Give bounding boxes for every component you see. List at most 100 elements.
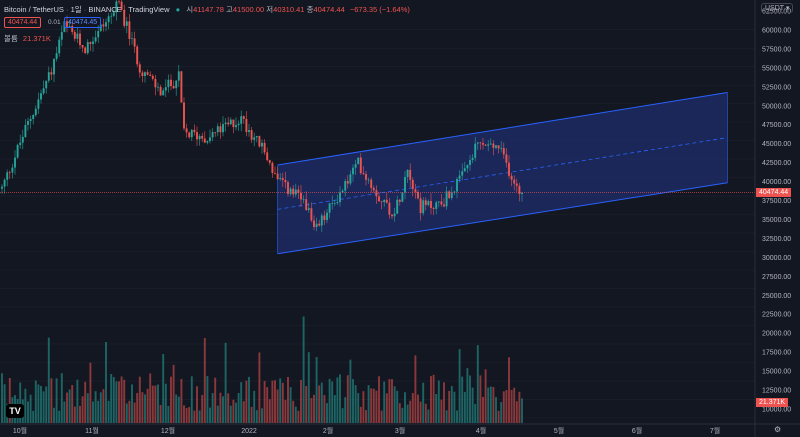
volume-bar [437,380,440,423]
interval-label[interactable]: 1일 [70,5,82,14]
volume-bar [424,403,427,423]
volume-bar [157,384,159,423]
candle-body [414,189,417,192]
exchange-label: BINANCE [88,5,122,14]
volume-bar [240,382,243,423]
spread-value: 0.01 [48,19,61,26]
candle-body [443,204,445,207]
volume-bar [261,408,263,423]
candle-body [300,193,302,200]
volume-bar [258,352,261,423]
price-tick-label: 57500.00 [762,46,791,53]
candle-body [211,132,214,138]
candle-body [81,45,84,48]
candle-body [307,208,310,210]
volume-bar [471,387,474,423]
candle-body [320,215,323,226]
volume-bar [209,407,211,423]
volume-bar [131,384,133,423]
candle-body [461,171,464,176]
parallel-channel-drawing[interactable] [277,92,728,255]
candle-body [237,123,240,126]
chevron-down-icon: ▾ [785,5,790,12]
candle-body [250,130,253,140]
volume-bar [177,396,180,423]
volume-bar [146,388,149,423]
volume-bar [294,406,297,423]
sell-button[interactable]: 40474.44 [4,17,42,28]
time-axis[interactable]: 10월 11월 12월 2022 2월 3월 4월 5월 6월 7월 [13,426,720,435]
currency-selector[interactable]: USDT ▾ [761,3,794,13]
candle-body [128,21,131,39]
channel-lower-line [277,182,728,255]
candle-body [68,25,71,27]
volume-bar [479,375,482,423]
candle-body [229,119,232,125]
volume-bar [515,401,518,423]
volume-legend[interactable]: 볼륨 21.371K [4,33,51,44]
symbol-legend[interactable]: Bitcoin / TetherUS · 1일 · BINANCE · Trad… [4,5,410,14]
candle-body [193,129,196,133]
price-tick-label: 55000.00 [762,65,791,72]
candle-body [45,80,48,89]
candle-body [40,93,42,100]
volume-bar [37,384,40,423]
price-tick-label: 25000.00 [762,293,791,300]
candle-body [159,86,162,96]
candle-body [450,192,453,199]
candle-body [27,121,29,125]
volume-bar [255,410,258,423]
change-value: −673.35 (−1.64%) [349,5,410,14]
volume-bar [469,375,471,423]
channel-upper-line [277,92,728,166]
candle-body [482,143,484,145]
candle-body [326,212,328,221]
candle-body [1,186,3,189]
candle-body [398,199,401,202]
tradingview-logo[interactable]: TV [6,404,24,418]
price-axis-background[interactable] [755,0,800,437]
candle-body [281,178,284,180]
volume-bar [183,405,185,423]
volume-bar [463,391,466,423]
candle-body [79,33,81,46]
candle-body [105,22,107,27]
volume-bar [474,403,477,423]
candle-body [417,191,419,199]
volume-bar [318,385,321,423]
candle-body [476,142,479,144]
volume-bar [406,404,409,423]
candle-body [102,24,105,27]
symbol-name[interactable]: Bitcoin / TetherUS [4,5,64,14]
candle-body [521,192,523,194]
volume-bar [443,382,445,423]
volume-bar [476,345,479,423]
volume-bar [172,364,175,423]
candle-body [367,179,370,181]
volume-bar [391,379,393,423]
high-label: 고 [225,5,233,14]
buy-button[interactable]: 40474.45 [64,17,102,28]
candle-body [177,71,180,81]
time-tick-label: 5월 [554,426,564,435]
candle-body [448,191,451,199]
volume-bar [224,342,227,423]
candle-body [453,191,456,193]
volume-bar [118,381,120,423]
candle-body [92,41,94,44]
volume-bar [81,396,84,423]
volume-bar [430,376,432,423]
settings-gear-icon[interactable]: ⚙ [774,425,782,434]
candle-body [479,142,482,144]
candle-body [359,157,362,174]
candle-body [510,175,513,180]
volume-bar [24,388,27,423]
candle-body [274,173,276,174]
volume-bar [128,400,131,423]
candle-body [97,31,100,38]
volume-bar [190,376,193,423]
candle-body [323,215,326,221]
candle-body [118,1,120,3]
